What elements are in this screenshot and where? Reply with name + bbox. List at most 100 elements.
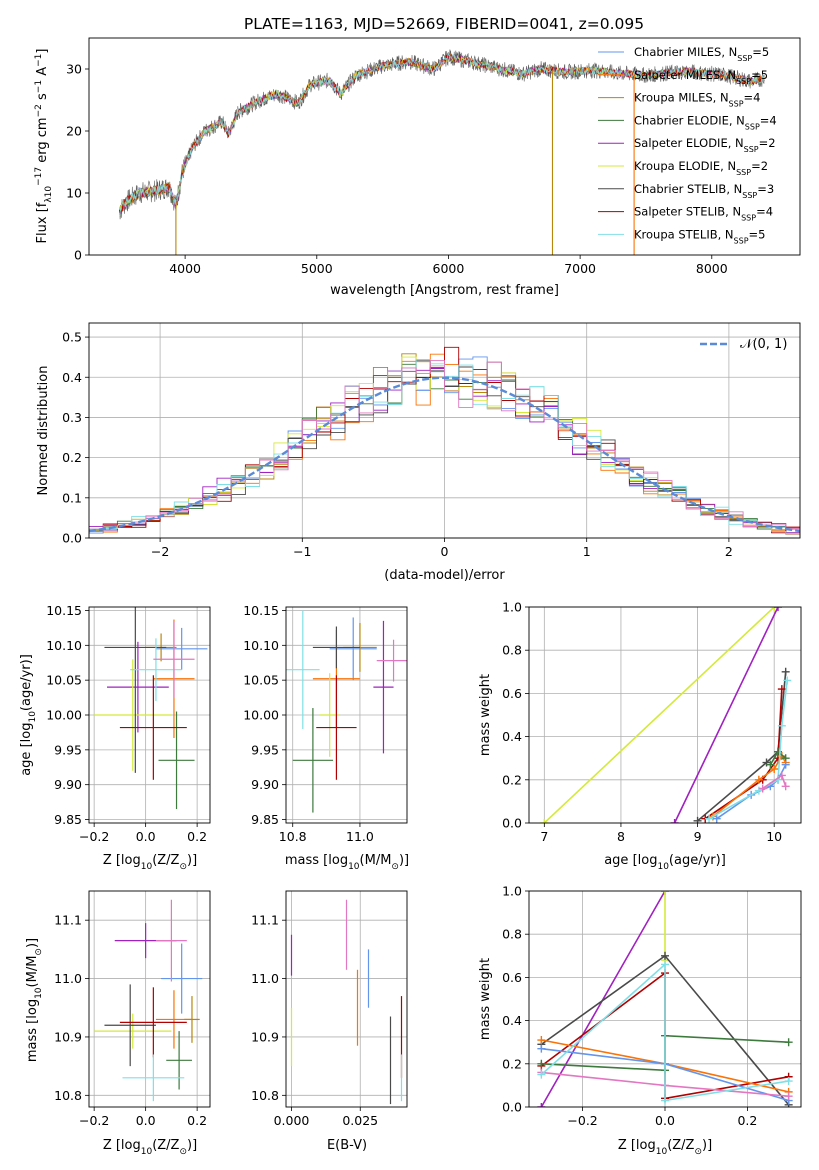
y-tick-label: 0 bbox=[74, 248, 82, 263]
y-tick-label: 0.0 bbox=[502, 1100, 522, 1115]
legend-entry-kroupa_stelib: Kroupa STELIB, NSSP=5 bbox=[634, 227, 765, 245]
axes-frame bbox=[88, 890, 211, 1108]
spectrum-line-kroupa_stelib bbox=[118, 53, 765, 217]
age-vs-mass-x-label: mass [log10(M/M⊙)] bbox=[285, 853, 409, 872]
residuals-panel: −2 −1 0 1 2 0.0 0.1 0.2 0.3 0.4 0.5 (data-model)/er… bbox=[36, 322, 801, 583]
mass-weight-vs-Z-x-label: Z [log10(Z/Z⊙)] bbox=[618, 1138, 712, 1157]
y-tick-label: 0.4 bbox=[502, 1013, 522, 1028]
y-tick-label: 0.1 bbox=[62, 490, 82, 505]
x-tick-label: 7000 bbox=[564, 261, 596, 276]
x-tick-label: 9 bbox=[694, 829, 702, 844]
series-marker-pink bbox=[781, 782, 790, 791]
x-tick-label: −0.2 bbox=[79, 1113, 109, 1128]
y-tick-label: 11.1 bbox=[251, 913, 279, 928]
series-marker-salpeter_elodie bbox=[537, 1103, 546, 1107]
x-tick-label: 5000 bbox=[301, 261, 333, 276]
series-line-salpeter_elodie bbox=[540, 891, 666, 1107]
y-tick-label: 10 bbox=[66, 186, 82, 201]
y-tick-label: 1.0 bbox=[502, 600, 522, 615]
series-marker-pink bbox=[777, 771, 786, 780]
legend-entry-chabrier_stelib: Chabrier STELIB, NSSP=3 bbox=[634, 182, 774, 200]
series-marker-chabrier_elodie bbox=[784, 1038, 793, 1047]
legend-entry-salpeter_miles: Salpeter MILES, NSSP=5 bbox=[634, 68, 768, 86]
mass-weight-vs-age-panel: 7 8 9 10 0.0 0.2 0.4 0.6 0.8 1.0 mass weight age [l… bbox=[478, 600, 802, 872]
y-tick-label: 9.90 bbox=[54, 777, 82, 792]
series-marker-chabrier_elodie bbox=[537, 1059, 546, 1068]
y-tick-label: 0.3 bbox=[62, 410, 82, 425]
age-vs-Z-y-label: age [log10(age/yr)] bbox=[19, 654, 38, 776]
x-tick-label: 0.2 bbox=[187, 829, 207, 844]
y-tick-label: 9.95 bbox=[251, 742, 279, 757]
residuals-x-label: (data-model)/error bbox=[384, 568, 505, 583]
axes-frame bbox=[528, 606, 802, 824]
series-marker-kroupa_elodie bbox=[770, 607, 779, 611]
legend: Chabrier MILES, NSSP=5 Salpeter MILES, NS… bbox=[598, 45, 777, 245]
x-tick-label: 0 bbox=[441, 544, 449, 559]
y-tick-label: 10.00 bbox=[243, 708, 279, 723]
y-tick-label: 9.85 bbox=[54, 812, 82, 827]
y-tick-label: 0.4 bbox=[62, 370, 82, 385]
x-tick-label: 1 bbox=[583, 544, 591, 559]
series-marker-kroupa_stelib bbox=[661, 960, 669, 969]
series-marker-kroupa_stelib bbox=[705, 814, 714, 823]
y-tick-label: 10.9 bbox=[54, 1029, 82, 1044]
plot-area bbox=[537, 891, 793, 1107]
legend-entry-chabrier_elodie: Chabrier ELODIE, NSSP=4 bbox=[634, 113, 777, 130]
x-tick-label: −2 bbox=[151, 544, 169, 559]
y-tick-label: 9.85 bbox=[251, 812, 279, 827]
figure-title: PLATE=1163, MJD=52669, FIBERID=0041, z=0… bbox=[244, 15, 644, 33]
series-marker-salpeter_miles bbox=[537, 1036, 546, 1045]
legend-entry-kroupa_miles: Kroupa MILES, NSSP=4 bbox=[634, 91, 760, 109]
series-marker-kroupa_stelib bbox=[783, 676, 792, 685]
y-tick-label: 10.05 bbox=[243, 673, 279, 688]
mass-vs-metallicity-panel: −0.2 0.0 0.2 10.8 10.9 11.0 11.1 Z [log10(Z/Z⊙)… bbox=[25, 890, 211, 1157]
x-tick-label: 10 bbox=[766, 829, 782, 844]
series-marker-salpeter_elodie bbox=[774, 607, 783, 611]
spectrum-x-label: wavelength [Angstrom, rest frame] bbox=[330, 283, 559, 298]
series-marker-salpeter_stelib bbox=[777, 685, 786, 694]
plot-area bbox=[89, 346, 800, 537]
series-marker-chabrier_stelib bbox=[693, 816, 702, 823]
x-tick-label: −1 bbox=[293, 544, 311, 559]
y-tick-label: 1.0 bbox=[502, 884, 522, 899]
y-tick-label: 10.15 bbox=[46, 603, 82, 618]
y-tick-label: 20 bbox=[66, 124, 82, 139]
plot-area bbox=[540, 607, 792, 823]
series-marker-kroupa_stelib bbox=[537, 1070, 546, 1079]
series-marker-chabrier_stelib bbox=[661, 951, 669, 960]
y-tick-label: 11.0 bbox=[54, 971, 82, 986]
axes-frame bbox=[285, 890, 408, 1108]
x-tick-label: 0.0 bbox=[136, 829, 156, 844]
plot-area bbox=[290, 899, 403, 1105]
series-marker-chabrier_miles bbox=[781, 760, 790, 769]
x-tick-label: 0.2 bbox=[187, 1113, 207, 1128]
gaussian-curve bbox=[89, 376, 800, 533]
x-tick-label: 8000 bbox=[696, 261, 728, 276]
x-tick-label: 8 bbox=[617, 829, 625, 844]
age-vs-mass-panel: 10.8 11.0 9.85 9.90 9.95 10.00 10.05 10.10 10.15… bbox=[243, 603, 409, 872]
series-marker-kroupa_elodie bbox=[661, 891, 669, 895]
series-marker-chabrier_elodie bbox=[766, 760, 775, 769]
mass-vs-Z-x-label: Z [log10(Z/Z⊙)] bbox=[103, 1138, 197, 1157]
series-marker-kroupa_stelib bbox=[661, 1096, 669, 1105]
x-tick-label: 7 bbox=[540, 829, 548, 844]
y-tick-label: 11.1 bbox=[54, 913, 82, 928]
plot-area bbox=[118, 49, 765, 255]
series-marker-kroupa_stelib bbox=[784, 1077, 793, 1086]
axes-frame bbox=[88, 37, 801, 256]
x-tick-label: 2 bbox=[725, 544, 733, 559]
plot-area bbox=[94, 607, 208, 810]
legend-entry-salpeter_elodie: Salpeter ELODIE, NSSP=2 bbox=[634, 136, 776, 154]
y-tick-label: 30 bbox=[66, 62, 82, 77]
y-tick-label: 0.4 bbox=[502, 729, 522, 744]
spectrum-y-label: Flux [fλ10−17 erg cm−2 s−1 A−1] bbox=[34, 49, 54, 244]
mass-vs-Z-y-label: mass [log10(M/M⊙)] bbox=[25, 938, 44, 1062]
series-line-kroupa_stelib bbox=[540, 962, 789, 1102]
x-tick-label: −0.2 bbox=[79, 829, 109, 844]
series-marker-pink bbox=[758, 784, 767, 793]
spectrum-panel: 4000 5000 6000 7000 8000 0 10 20 30 wavelength [A… bbox=[34, 37, 801, 298]
y-tick-label: 0.6 bbox=[502, 970, 522, 985]
y-tick-label: 10.15 bbox=[243, 603, 279, 618]
x-tick-label: −0.2 bbox=[567, 1113, 597, 1128]
